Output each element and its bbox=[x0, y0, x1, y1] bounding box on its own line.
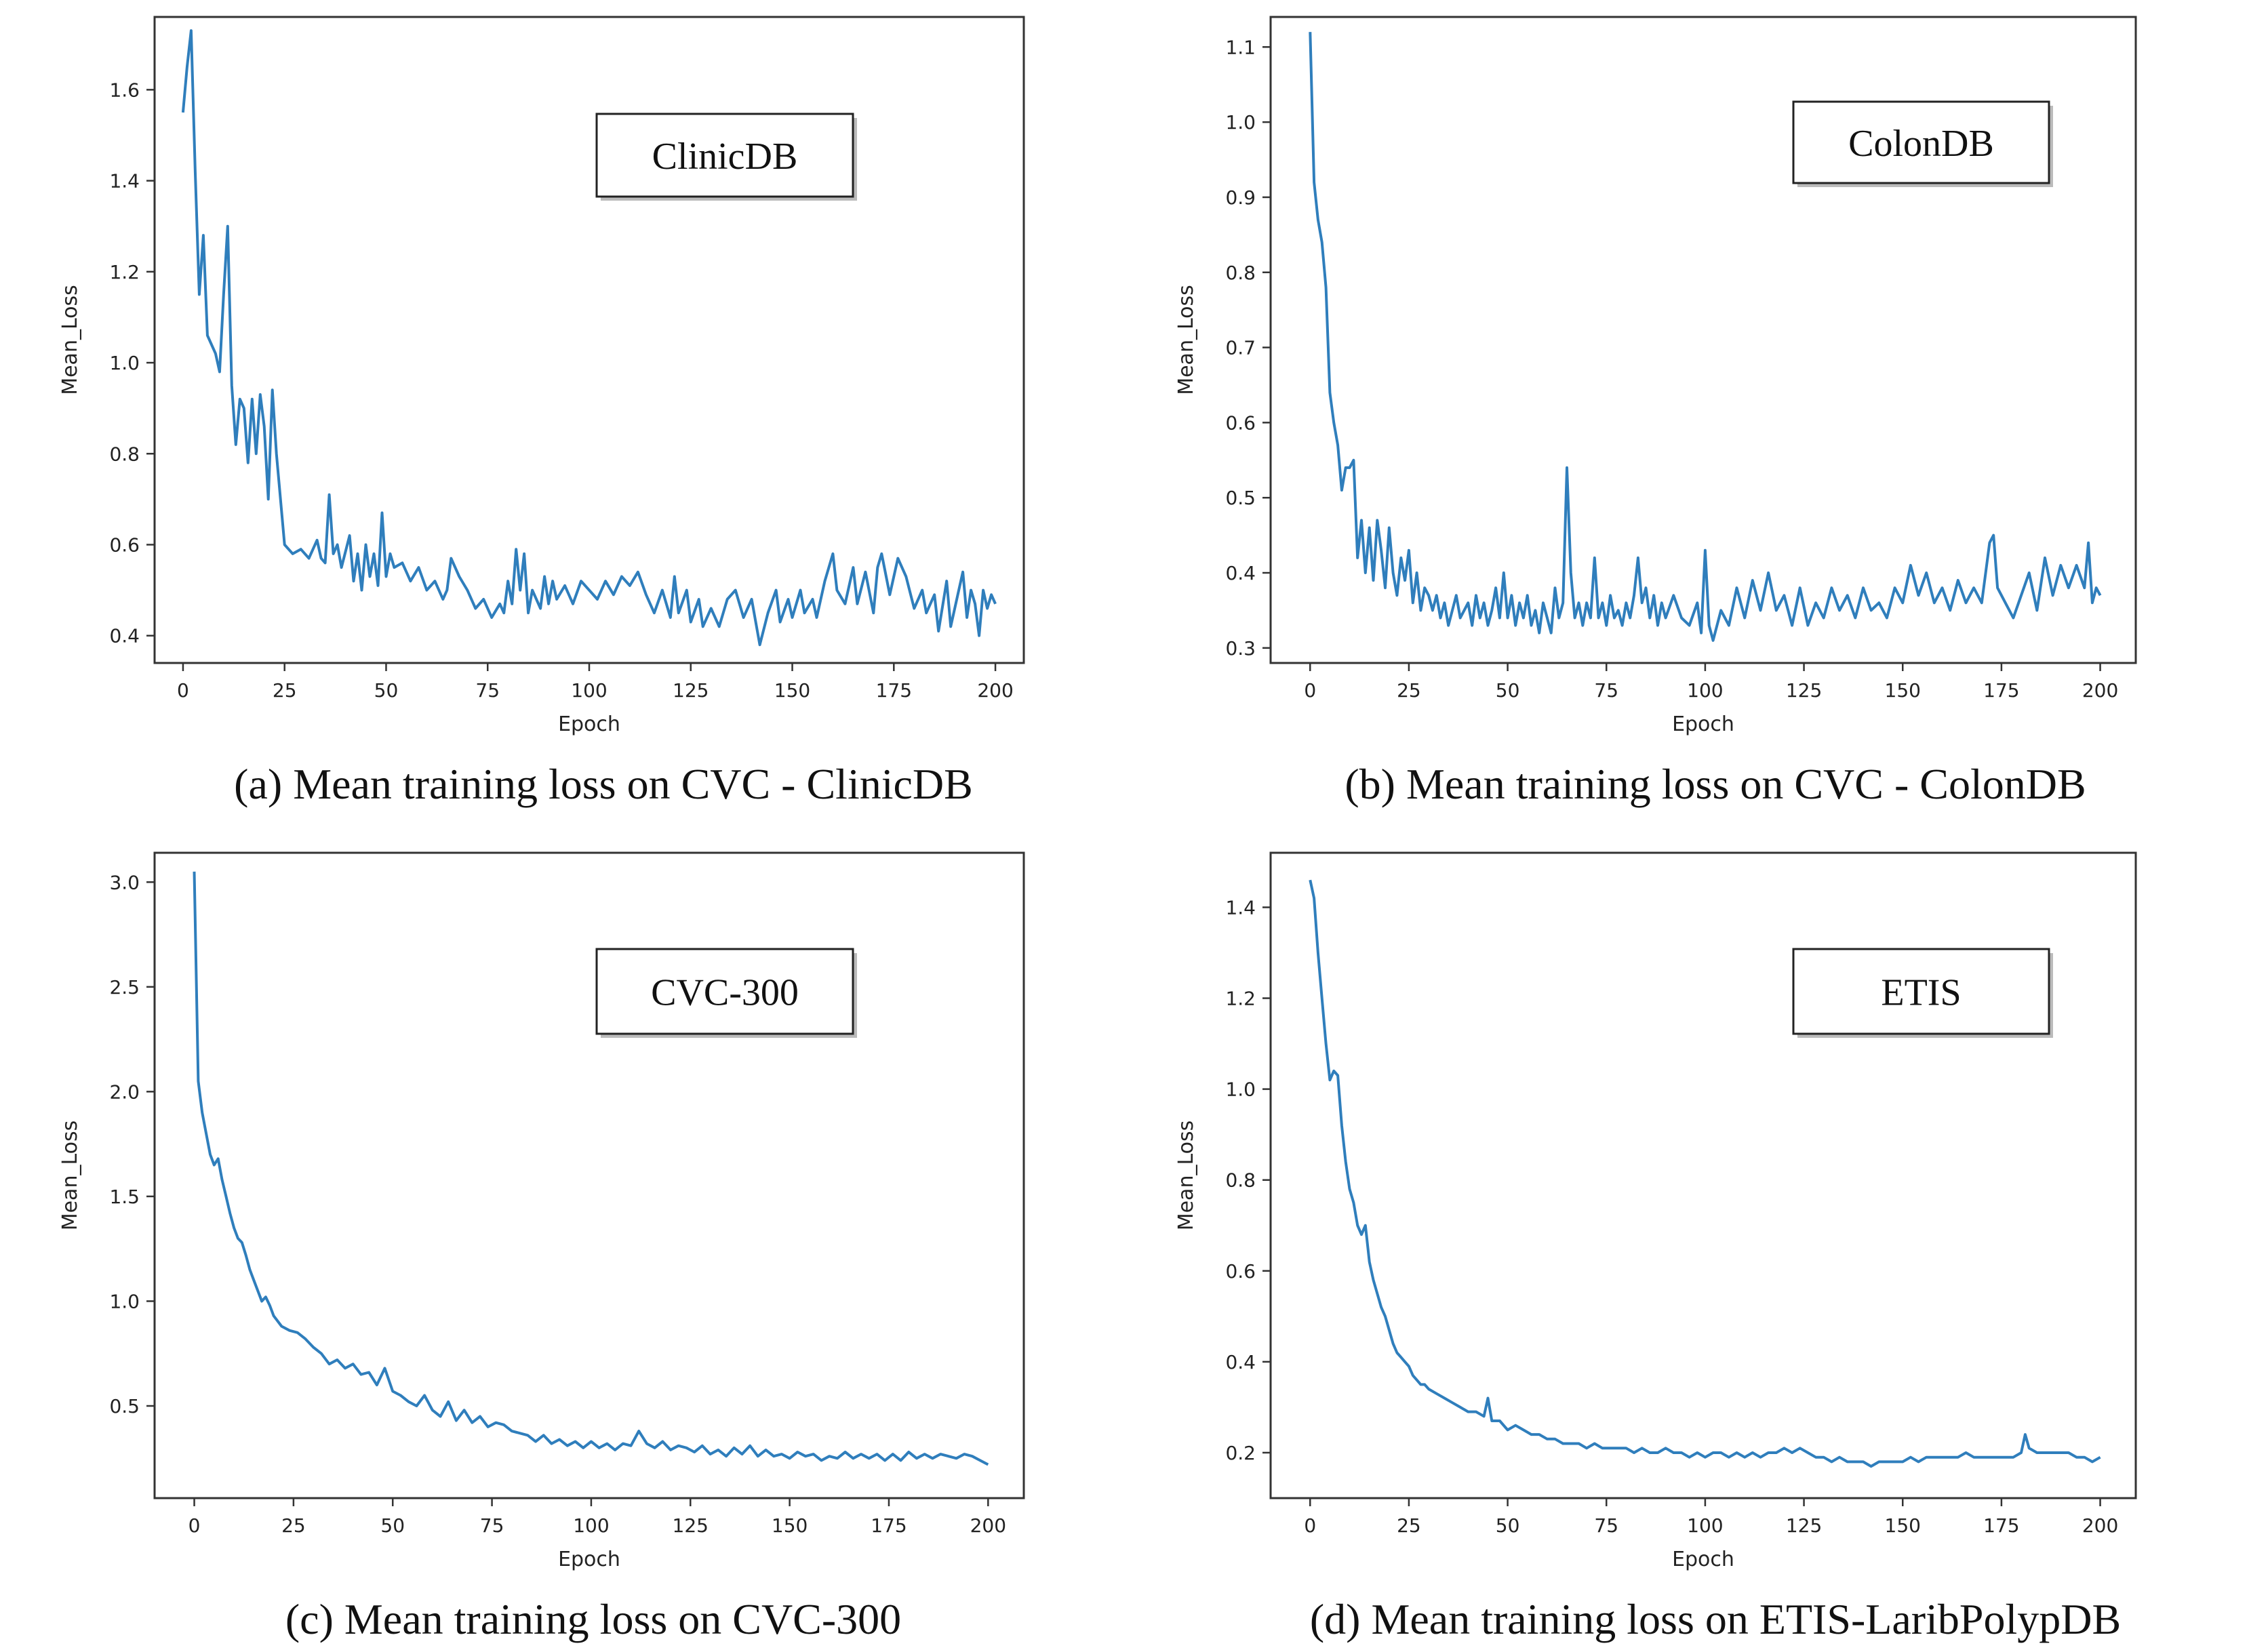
x-tick-label: 75 bbox=[480, 1514, 504, 1537]
x-tick-label: 0 bbox=[1304, 679, 1316, 702]
x-tick-label: 200 bbox=[2082, 1514, 2118, 1537]
panel-caption: (c) Mean training loss on CVC-300 bbox=[285, 1595, 901, 1643]
x-axis-label: Epoch bbox=[1672, 1548, 1734, 1571]
y-tick-label: 0.4 bbox=[1225, 562, 1256, 584]
x-tick-label: 75 bbox=[475, 679, 500, 702]
x-tick-label: 25 bbox=[1397, 679, 1421, 702]
y-axis-label: Mean_Loss bbox=[1174, 285, 1198, 395]
chart-panel-b: 0 25 50 75 100 125 150 175 200 0.3 0.4 0.5 0.6 0.7 0.8… bbox=[1174, 16, 2137, 808]
legend-box bbox=[595, 113, 854, 198]
y-tick-label: 1.0 bbox=[109, 352, 140, 374]
y-tick-label: 0.7 bbox=[1225, 337, 1256, 359]
x-tick-label: 0 bbox=[177, 679, 189, 702]
chart-panel-d: 0 25 50 75 100 125 150 175 200 0.2 0.4 0.6 0.8 1.0 1.2… bbox=[1174, 851, 2137, 1643]
x-tick-label: 125 bbox=[673, 1514, 709, 1537]
legend-label: ColonDB bbox=[1848, 123, 1994, 165]
y-tick-label: 0.9 bbox=[1225, 186, 1256, 209]
x-tick-label: 200 bbox=[977, 679, 1013, 702]
loss-series-line bbox=[1309, 879, 2101, 1468]
plot-frame bbox=[153, 16, 1025, 664]
x-tick-label: 150 bbox=[1885, 1514, 1921, 1537]
y-axis-label: Mean_Loss bbox=[58, 1121, 82, 1231]
x-tick-label: 50 bbox=[380, 1514, 405, 1537]
x-axis-label: Epoch bbox=[558, 712, 620, 736]
y-tick-label: 3.0 bbox=[109, 871, 140, 893]
y-axis-label: Mean_Loss bbox=[1174, 1121, 1198, 1231]
chart-panel-c: 0 25 50 75 100 125 150 175 200 0.5 1.0 1.5 2.0 2.5 3.0… bbox=[58, 851, 1025, 1643]
x-tick-label: 200 bbox=[2082, 679, 2118, 702]
legend-label: ETIS bbox=[1881, 972, 1961, 1014]
x-tick-label: 175 bbox=[1983, 1514, 2019, 1537]
y-tick-label: 0.5 bbox=[109, 1395, 140, 1417]
legend-box bbox=[595, 948, 854, 1035]
x-tick-label: 50 bbox=[1496, 679, 1520, 702]
y-tick-label: 1.2 bbox=[109, 261, 140, 283]
x-tick-label: 175 bbox=[1983, 679, 2019, 702]
chart-panel-a: 0 25 50 75 100 125 150 175 200 0.4 0.6 0.8 1.0 1.2 1.4… bbox=[58, 16, 1025, 808]
x-tick-label: 0 bbox=[1304, 1514, 1316, 1537]
x-tick-label: 75 bbox=[1594, 1514, 1618, 1537]
y-tick-label: 2.5 bbox=[109, 976, 140, 999]
x-tick-label: 125 bbox=[673, 679, 709, 702]
y-axis-label: Mean_Loss bbox=[58, 285, 82, 395]
y-tick-label: 0.6 bbox=[1225, 411, 1256, 434]
legend-label: ClinicDB bbox=[652, 136, 798, 178]
y-tick-label: 2.0 bbox=[109, 1081, 140, 1103]
plot-frame bbox=[153, 851, 1025, 1499]
x-tick-label: 175 bbox=[876, 679, 912, 702]
legend-box bbox=[1792, 100, 2050, 184]
panel-caption: (d) Mean training loss on ETIS-LaribPoly… bbox=[1310, 1595, 2121, 1643]
y-tick-label: 1.1 bbox=[1225, 36, 1256, 58]
x-tick-label: 50 bbox=[374, 679, 399, 702]
y-tick-label: 1.0 bbox=[109, 1290, 140, 1312]
y-tick-label: 1.4 bbox=[109, 170, 140, 193]
y-tick-label: 0.6 bbox=[109, 534, 140, 557]
x-tick-label: 75 bbox=[1594, 679, 1618, 702]
x-tick-label: 25 bbox=[281, 1514, 306, 1537]
y-tick-label: 0.3 bbox=[1225, 637, 1256, 660]
x-tick-label: 100 bbox=[573, 1514, 609, 1537]
loss-series-line bbox=[181, 29, 997, 647]
legend-box bbox=[1792, 948, 2050, 1035]
x-tick-label: 200 bbox=[970, 1514, 1006, 1537]
y-tick-label: 1.4 bbox=[1225, 896, 1256, 919]
y-tick-label: 0.8 bbox=[1225, 262, 1256, 284]
x-tick-label: 100 bbox=[1687, 1514, 1723, 1537]
y-tick-label: 0.2 bbox=[1225, 1442, 1256, 1464]
x-axis-label: Epoch bbox=[1672, 712, 1734, 736]
y-tick-label: 0.4 bbox=[109, 625, 140, 647]
x-tick-label: 125 bbox=[1786, 1514, 1822, 1537]
y-tick-label: 0.4 bbox=[1225, 1351, 1256, 1373]
x-tick-label: 175 bbox=[871, 1514, 907, 1537]
panel-caption: (a) Mean training loss on CVC - ClinicDB bbox=[234, 760, 973, 808]
y-tick-label: 1.0 bbox=[1225, 1079, 1256, 1101]
x-axis-label: Epoch bbox=[558, 1548, 620, 1571]
panel-caption: (b) Mean training loss on CVC - ColonDB bbox=[1345, 760, 2086, 808]
y-tick-label: 0.6 bbox=[1225, 1260, 1256, 1283]
loss-series-line bbox=[193, 871, 989, 1466]
y-tick-label: 0.8 bbox=[1225, 1169, 1256, 1192]
x-tick-label: 150 bbox=[772, 1514, 808, 1537]
x-tick-label: 150 bbox=[1885, 679, 1921, 702]
y-tick-label: 1.6 bbox=[109, 79, 140, 101]
x-tick-label: 125 bbox=[1786, 679, 1822, 702]
y-tick-label: 1.0 bbox=[1225, 111, 1256, 134]
y-tick-label: 1.5 bbox=[109, 1186, 140, 1208]
y-tick-label: 1.2 bbox=[1225, 988, 1256, 1010]
x-tick-label: 150 bbox=[774, 679, 810, 702]
x-tick-label: 25 bbox=[1397, 1514, 1421, 1537]
x-tick-label: 100 bbox=[1687, 679, 1723, 702]
y-tick-label: 0.5 bbox=[1225, 487, 1256, 509]
plot-frame bbox=[1269, 16, 2137, 664]
legend-label: CVC-300 bbox=[651, 972, 799, 1014]
plot-frame bbox=[1269, 851, 2137, 1499]
y-tick-label: 0.8 bbox=[109, 443, 140, 465]
x-tick-label: 100 bbox=[571, 679, 607, 702]
x-tick-label: 50 bbox=[1496, 1514, 1520, 1537]
loss-series-line bbox=[1309, 32, 2102, 642]
x-tick-label: 25 bbox=[273, 679, 297, 702]
x-tick-label: 0 bbox=[188, 1514, 201, 1537]
